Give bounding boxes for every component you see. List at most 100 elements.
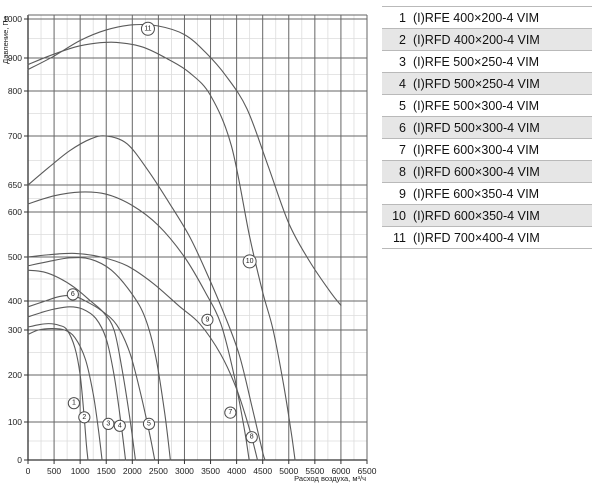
chart-panel: 1 2 3 4 5 6 7 8 9 10 11 0 500 1000 1500 2000 2500 3000 35…: [1, 14, 377, 483]
legend-item-number: 9: [399, 186, 406, 201]
legend-item-label: (I)RFD 600×350-4 VIM: [413, 208, 540, 223]
curve-marker-10: [242, 254, 257, 269]
legend-item-label: (I)RFD 400×200-4 VIM: [413, 32, 540, 47]
curve-marker-3: [102, 417, 115, 430]
curve-group: [27, 23, 342, 461]
curve-1: [27, 323, 89, 461]
y-tick-label: 600: [8, 207, 22, 217]
curve-marker-label: 9: [205, 316, 209, 323]
legend-item-label: (I)RFE 600×300-4 VIM: [413, 142, 540, 157]
x-tick-label: 1500: [97, 466, 116, 476]
x-tick-label: 4000: [227, 466, 246, 476]
minor-gridlines: [28, 15, 367, 460]
legend-row[interactable]: 8 (I)RFD 600×300-4 VIM: [382, 161, 592, 183]
curve-markers: 12 3 4 5 6 7 8 9 10 11: [66, 21, 258, 444]
curve-8: [27, 252, 259, 461]
x-tick-label: 500: [47, 466, 61, 476]
y-tick-label: 100: [8, 417, 22, 427]
y-tick-label: 650: [8, 180, 22, 190]
curve-3: [27, 306, 127, 461]
legend-row[interactable]: 3 (I)RFE 500×250-4 VIM: [382, 51, 592, 73]
curve-marker-2: [78, 411, 91, 424]
legend-item-label: (I)RFE 600×350-4 VIM: [413, 186, 540, 201]
legend-item-label: (I)RFE 400×200-4 VIM: [413, 10, 540, 25]
curve-marker-5: [142, 417, 156, 430]
legend-row[interactable]: 2 (I)RFD 400×200-4 VIM: [382, 29, 592, 51]
y-axis-title: Давление, Па: [1, 15, 10, 64]
curve-marker-label: 7: [228, 409, 232, 416]
curve-marker-11: [140, 21, 155, 36]
legend-item-label: (I)RFD 600×300-4 VIM: [413, 164, 540, 179]
x-tick-label: 6500: [358, 466, 377, 476]
legend-row[interactable]: 4 (I)RFD 500×250-4 VIM: [382, 73, 592, 95]
y-tick-label: 400: [8, 296, 22, 306]
legend-row[interactable]: 11 (I)RFD 700×400-4 VIM: [382, 227, 592, 249]
legend-row[interactable]: 9 (I)RFE 600×350-4 VIM: [382, 183, 592, 205]
x-tick-label: 2500: [149, 466, 168, 476]
legend-item-number: 11: [393, 230, 406, 245]
x-tick-label: 1000: [71, 466, 90, 476]
curve-2: [27, 327, 103, 461]
curve-marker-label: 3: [106, 420, 110, 427]
y-tick-label: 900: [8, 53, 22, 63]
legend-row[interactable]: 5 (I)RFE 500×300-4 VIM: [382, 95, 592, 117]
legend-item-label: (I)RFD 500×300-4 VIM: [413, 120, 540, 135]
y-tick-label: 200: [8, 370, 22, 380]
curve-marker-1: [67, 397, 80, 410]
x-axis-title: Расход воздуха, м³/ч: [294, 474, 366, 483]
x-tick-label: 4500: [253, 466, 272, 476]
curve-marker-4: [113, 419, 126, 432]
x-tick-label: 6000: [331, 466, 350, 476]
legend-item-number: 1: [399, 10, 406, 25]
curve-7: [27, 191, 250, 461]
legend-item-number: 8: [399, 164, 406, 179]
curve-marker-label: 2: [82, 414, 86, 421]
curve-11: [27, 23, 342, 306]
curve-marker-label: 8: [250, 434, 254, 441]
x-tick-label: 3500: [201, 466, 220, 476]
legend-item-label: (I)RFD 700×400-4 VIM: [413, 230, 540, 245]
curve-marker-label: 1: [72, 400, 76, 407]
y-tick-label: 0: [17, 455, 22, 465]
curve-marker-9: [201, 313, 214, 326]
x-tick-label: 5500: [305, 466, 324, 476]
legend-item-number: 5: [399, 98, 406, 113]
y-tick-label: 700: [8, 131, 22, 141]
legend-item-label: (I)RFD 500×250-4 VIM: [413, 76, 540, 91]
curve-marker-8: [245, 431, 258, 444]
y-tick-label: 500: [8, 252, 22, 262]
axis-lines: [27, 14, 368, 461]
curve-4: [27, 269, 136, 461]
legend-row[interactable]: 10 (I)RFD 600×350-4 VIM: [382, 205, 592, 227]
curve-marker-label: 11: [144, 25, 151, 32]
legend-row[interactable]: 1 (I)RFE 400×200-4 VIM: [382, 7, 592, 29]
curve-5: [27, 257, 171, 461]
curve-marker-7: [224, 406, 237, 419]
y-tick-label: 300: [8, 325, 22, 335]
curve-marker-label: 5: [147, 420, 151, 427]
y-tick-label: 800: [8, 86, 22, 96]
legend-item-number: 10: [392, 208, 406, 223]
legend-item-number: 6: [399, 120, 406, 135]
curve-marker-label: 4: [118, 422, 122, 429]
x-tick-label: 5000: [279, 466, 298, 476]
curve-marker-label: 6: [71, 291, 75, 298]
legend-row[interactable]: 7 (I)RFE 600×300-4 VIM: [382, 139, 592, 161]
curve-marker-6: [66, 288, 79, 301]
legend-item-number: 3: [399, 54, 406, 69]
axis-tick-labels: 0 500 1000 1500 2000 2500 3000 3500 4000 4500 5000…: [3, 14, 377, 476]
x-tick-label: 3000: [175, 466, 194, 476]
curve-9: [27, 135, 266, 461]
curve-10: [27, 41, 296, 461]
legend-row[interactable]: 6 (I)RFD 500×300-4 VIM: [382, 117, 592, 139]
legend-item-number: 4: [399, 76, 406, 91]
x-tick-label: 0: [26, 466, 31, 476]
curve-marker-label: 10: [246, 258, 254, 265]
legend-item-number: 7: [399, 142, 406, 157]
curve-6: [27, 294, 156, 461]
axis-ticks: [24, 18, 368, 464]
legend-item-label: (I)RFE 500×250-4 VIM: [413, 54, 540, 69]
y-tick-label: 1000: [3, 14, 22, 24]
